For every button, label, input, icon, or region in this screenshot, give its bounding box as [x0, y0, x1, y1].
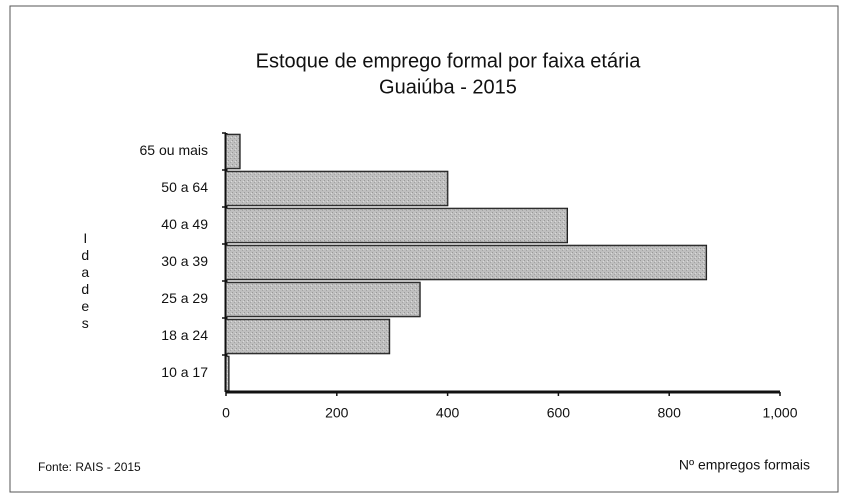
bar-tint	[226, 245, 707, 280]
y-tick-label: 65 ou mais	[140, 142, 208, 158]
bar	[225, 170, 449, 207]
chart-subtitle: Guaiúba - 2015	[379, 76, 517, 98]
y-tick-label: 30 a 39	[161, 253, 208, 269]
y-tick-label: 40 a 49	[161, 216, 208, 232]
bar-tint	[226, 171, 448, 206]
bar	[225, 281, 421, 318]
bar-tint	[226, 208, 568, 243]
y-tick-label: 50 a 64	[161, 179, 208, 195]
x-tick-label: 0	[222, 405, 230, 421]
source-note: Fonte: RAIS - 2015	[38, 460, 141, 474]
x-axis-label: Nº empregos formais	[679, 457, 810, 473]
y-axis-label: Idades	[77, 230, 93, 332]
bar-tint	[226, 134, 240, 169]
x-tick-label: 600	[547, 405, 571, 421]
x-tick-label: 800	[658, 405, 682, 421]
y-tick-label: 18 a 24	[161, 327, 208, 343]
bar	[225, 355, 230, 392]
x-tick-label: 400	[436, 405, 460, 421]
y-tick-label: 10 a 17	[161, 364, 208, 380]
bar	[225, 244, 708, 281]
y-tick-label: 25 a 29	[161, 290, 208, 306]
bar-tint	[226, 282, 420, 317]
bar	[225, 207, 569, 244]
x-tick-label: 200	[325, 405, 349, 421]
bar-tint	[226, 319, 390, 354]
chart-title: Estoque de emprego formal por faixa etár…	[256, 50, 642, 72]
frame	[9, 5, 839, 493]
x-tick-label: 1,000	[762, 405, 797, 421]
bar	[225, 318, 391, 355]
bar	[225, 133, 241, 170]
bar-tint	[226, 356, 229, 391]
